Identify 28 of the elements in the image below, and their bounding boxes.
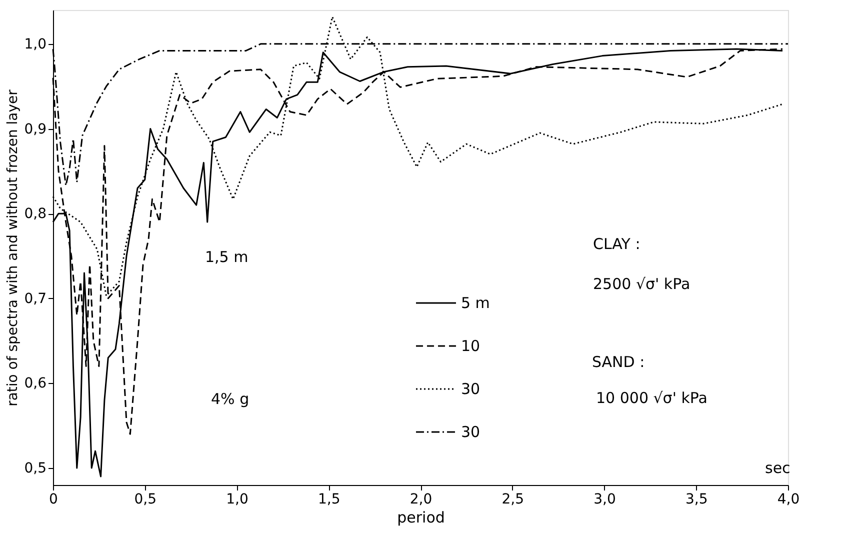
annotation: CLAY : (593, 235, 640, 253)
legend-label: 5 m (461, 294, 490, 312)
annotation: 10 000 √σ' kPa (596, 389, 708, 407)
y-tick-label: 1,0 (24, 36, 46, 52)
y-axis-title: ratio of spectra with and without frozen layer (5, 89, 22, 406)
x-tick-label: 3,0 (594, 492, 616, 508)
annotation: 1,5 m (205, 248, 248, 266)
x-axis-title: period (397, 508, 445, 526)
x-tick-label: 1,5 (318, 492, 340, 508)
annotation: 4% g (211, 390, 250, 408)
x-tick-label: 4,0 (777, 492, 800, 508)
legend-label: 30 (461, 423, 480, 441)
x-tick-label: 0,5 (134, 492, 157, 508)
annotation: sec (765, 459, 790, 477)
y-tick-label: 0,5 (24, 460, 46, 477)
legend-label: 10 (461, 337, 480, 355)
annotation: SAND : (592, 353, 645, 371)
y-tick-label: 0,7 (24, 290, 46, 307)
y-tick-label: 0,6 (24, 376, 47, 392)
legend-label: 30 (461, 380, 480, 398)
x-tick-label: 2,5 (502, 492, 524, 508)
x-tick-label: 3,5 (685, 492, 708, 508)
x-tick-label: 0 (49, 492, 58, 508)
y-tick-label: 0,9 (24, 121, 46, 138)
x-tick-label: 2,0 (410, 492, 432, 508)
annotation: 2500 √σ' kPa (593, 275, 690, 293)
y-tick-label: 0,8 (24, 206, 46, 222)
x-tick-label: 1,0 (226, 492, 248, 508)
